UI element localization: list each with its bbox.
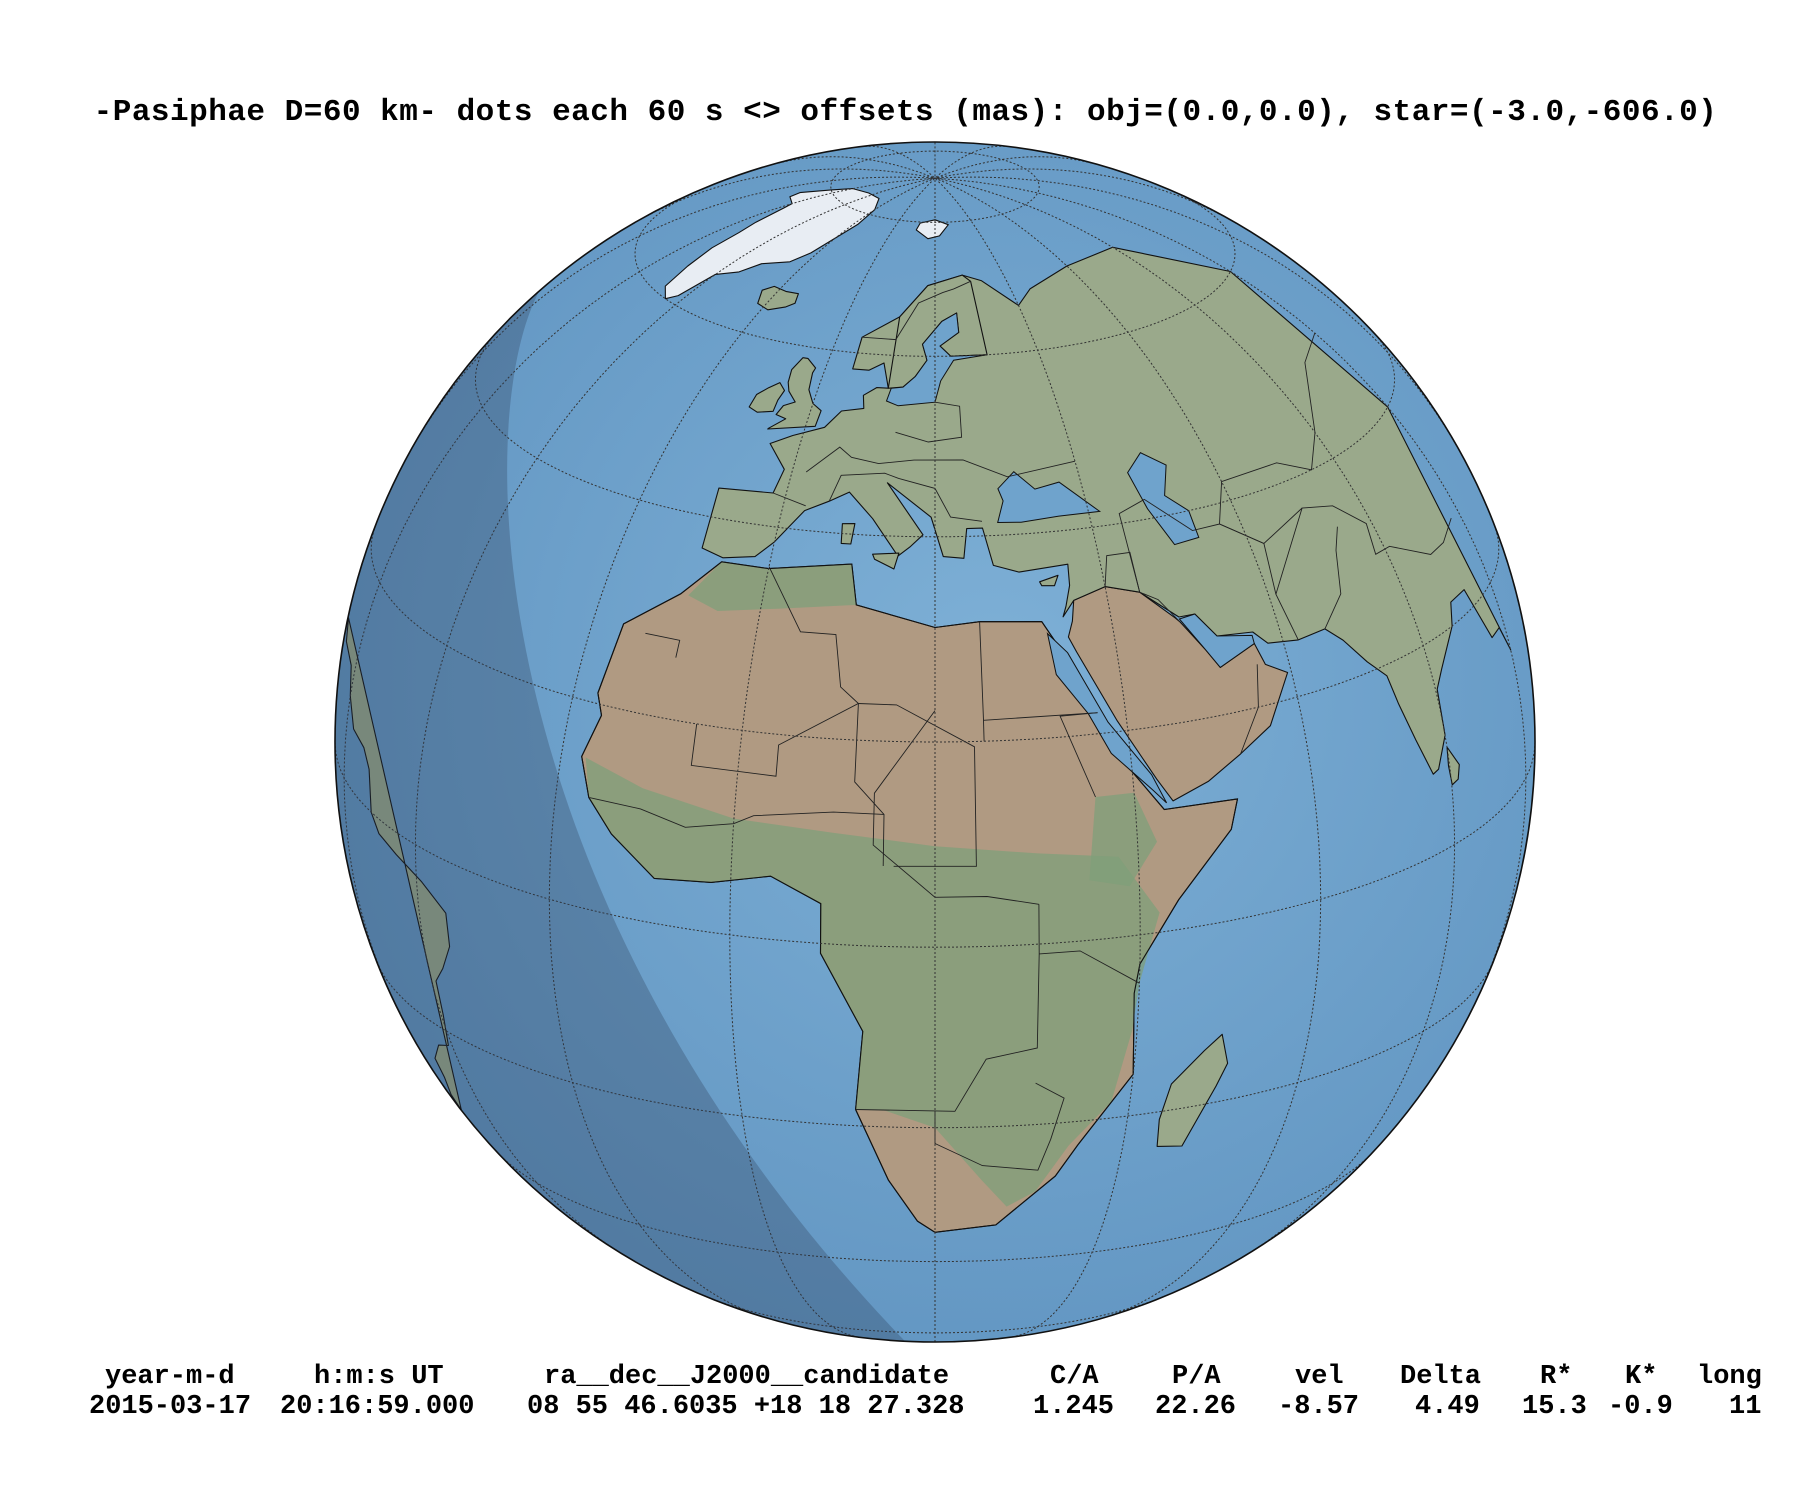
header-ca: C/A: [1050, 1362, 1099, 1392]
landmass-south-america: [345, 617, 462, 1111]
header-delta: Delta: [1400, 1362, 1482, 1392]
border-line: [1118, 498, 1299, 641]
landmass-ireland: [748, 382, 786, 413]
value-pa: 22.26: [1155, 1392, 1237, 1422]
value-time: 20:16:59.000: [280, 1392, 475, 1422]
caspian-sea: [1127, 452, 1200, 546]
graticule-meridian: [934, 168, 1241, 227]
graticule-meridian: [934, 177, 1527, 1005]
red-sea: [1046, 632, 1168, 804]
graticule-meridian: [729, 177, 936, 1338]
border-line: [1104, 551, 1141, 593]
shadow-band: [335, 142, 905, 1342]
header-radec: ra__dec__J2000__candidate: [544, 1362, 950, 1392]
header-time: h:m:s UT: [314, 1362, 444, 1392]
border-line: [1324, 526, 1342, 630]
landmass-iceland: [757, 285, 799, 311]
border-line: [872, 710, 1039, 905]
header-vel: vel: [1295, 1362, 1344, 1392]
landmass-cyprus: [1039, 574, 1059, 587]
header-long: long: [1697, 1362, 1762, 1392]
value-long: 11: [1729, 1392, 1762, 1422]
graticule-parallel: [705, 1295, 1165, 1334]
border-line: [1275, 505, 1452, 595]
border-line: [1039, 950, 1140, 984]
graticule-meridian: [629, 168, 936, 227]
value-radec: 08 55 46.6035 +18 18 27.328: [527, 1392, 965, 1422]
black-sea: [997, 471, 1102, 524]
landmass-svalbard: [915, 219, 949, 240]
border-line: [1139, 591, 1181, 623]
graticule-meridian: [548, 177, 936, 1319]
vegetation-central-africa: [585, 757, 1160, 1207]
graticule-meridian: [777, 156, 936, 179]
globe: [334, 141, 1536, 1343]
graticule-meridian: [414, 177, 936, 1250]
border-line: [934, 1082, 1065, 1171]
border-line: [768, 566, 859, 704]
landmass-sri-lanka: [1446, 746, 1460, 786]
graticule-meridian: [934, 177, 1322, 1319]
value-vel: -8.57: [1278, 1392, 1360, 1422]
border-line: [1059, 712, 1098, 798]
header-date: year-m-d: [105, 1362, 235, 1392]
landmass-sardinia: [840, 523, 856, 545]
border-line: [588, 796, 885, 828]
value-ca: 1.245: [1033, 1392, 1115, 1422]
border-line: [895, 401, 963, 443]
graticule-meridian: [934, 177, 1141, 1338]
graticule-meridian: [934, 176, 1467, 464]
header-k-star: K*: [1625, 1362, 1658, 1392]
value-date: 2015-03-17: [89, 1392, 252, 1422]
border-line: [828, 472, 983, 522]
header-pa: P/A: [1172, 1362, 1221, 1392]
shadow-region: [335, 142, 905, 1342]
graticule-parallel: [376, 961, 1494, 1129]
border-line: [772, 492, 806, 507]
land-layer: [345, 188, 1512, 1233]
border-line: [645, 632, 681, 658]
landmass-sicily: [872, 552, 900, 570]
globe-outline: [334, 141, 1536, 1343]
border-line: [1219, 332, 1316, 545]
persian-gulf: [1178, 613, 1255, 669]
border-line: [854, 703, 885, 867]
landmass-great-britain: [767, 357, 822, 430]
event-table: year-m-d h:m:s UT ra__dec__J2000__candid…: [0, 1350, 1811, 1430]
graticule: [335, 142, 1535, 1342]
border-line: [805, 446, 1076, 478]
graticule-parallel: [335, 741, 1535, 948]
value-r-star: 15.3: [1522, 1392, 1587, 1422]
vegetation-maghreb: [688, 561, 857, 611]
landmass-greenland: [664, 188, 880, 300]
baltic-sea: [885, 312, 988, 407]
border-line: [983, 712, 1098, 721]
border-line: [855, 904, 1040, 1112]
graticule-meridian: [934, 156, 1093, 179]
graticule-meridian: [343, 177, 936, 1005]
graticule-meridian: [403, 176, 936, 464]
graticule-meridian: [934, 177, 1456, 1250]
value-delta: 4.49: [1415, 1392, 1480, 1422]
vegetation-ethiopian-highlands: [1089, 792, 1157, 887]
landmass-madagascar: [1156, 1033, 1229, 1147]
header-r-star: R*: [1540, 1362, 1573, 1392]
page-title: -Pasiphae D=60 km- dots each 60 s <> off…: [93, 95, 1718, 130]
border-line: [862, 280, 971, 341]
graticule-parallel: [830, 150, 1040, 223]
value-k-star: -0.9: [1608, 1392, 1673, 1422]
